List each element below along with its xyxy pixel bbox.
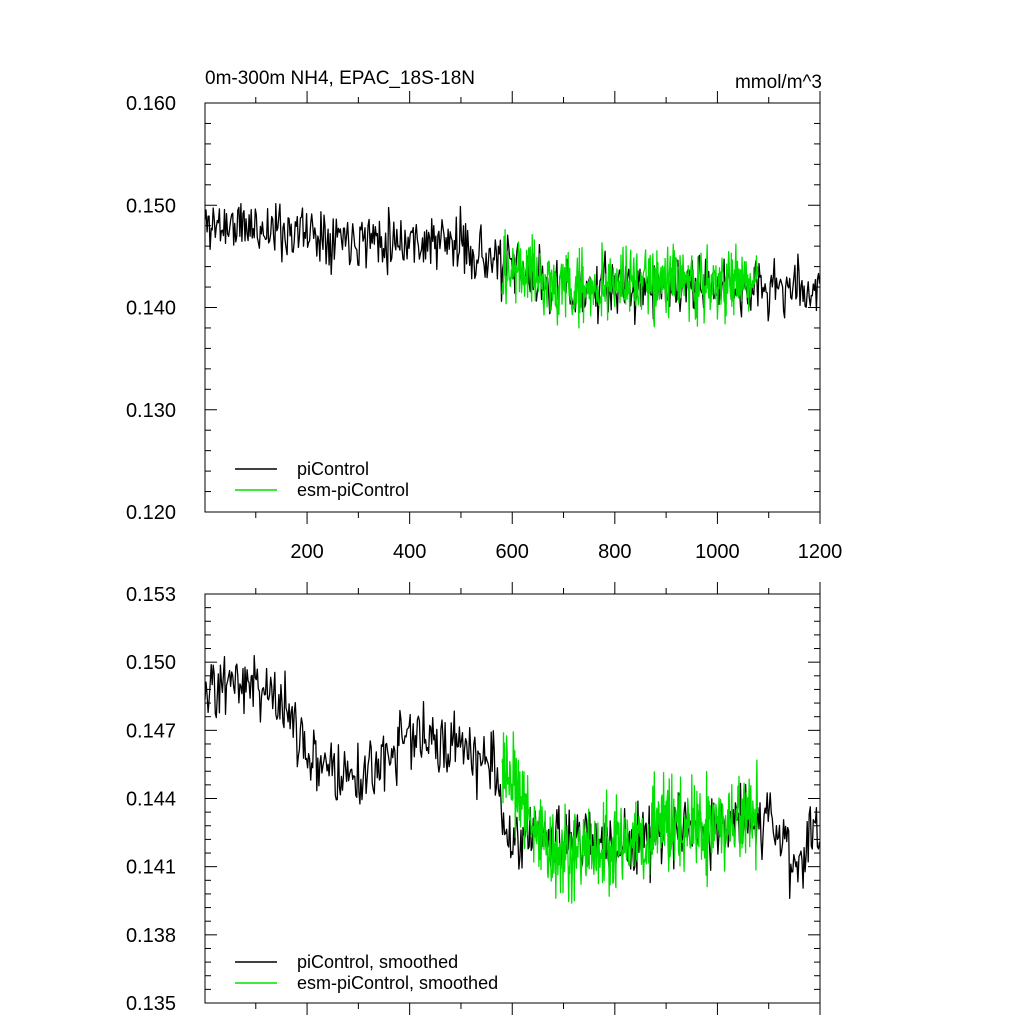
x-tick-label: 1200 [798,541,843,563]
y-tick-label: 0.147 [126,720,176,742]
y-tick-label: 0.120 [126,502,176,524]
top-panel: 0.120 0.130 0.140 0.150 0.160 200 400 600 800 100… [126,91,842,563]
x-tick-label: 400 [393,541,426,563]
y-tick-label: 0.160 [126,93,176,115]
top-panel-series [204,203,821,329]
x-tick-label: 600 [496,541,529,563]
y-tick-label: 0.150 [126,195,176,217]
bottom-panel-legend: piControl, smoothed esm-piControl, smoot… [235,952,498,993]
y-tick-label: 0.144 [126,789,176,811]
legend-label-esm-picontrol: esm-piControl [297,480,409,500]
y-tick-label: 0.141 [126,857,176,879]
bottom-panel-axes: 0.135 0.138 0.141 0.144 0.147 0.150 0.153 [126,582,821,1015]
x-tick-label: 800 [598,541,631,563]
legend-label-picontrol-smoothed: piControl, smoothed [297,952,458,972]
series-line-esm-picontrol-smoothed [501,731,759,904]
bottom-panel-series [204,654,821,904]
y-tick-label: 0.130 [126,400,176,422]
legend-label-picontrol: piControl [297,459,369,479]
x-tick-label: 1000 [695,541,740,563]
units-label: mmol/m^3 [735,72,822,93]
top-panel-legend: piControl esm-piControl [235,459,409,500]
series-line-picontrol-smoothed [204,654,821,900]
y-tick-label: 0.153 [126,584,176,606]
legend-label-esm-picontrol-smoothed: esm-piControl, smoothed [297,973,498,993]
chart-title: 0m-300m NH4, EPAC_18S-18N [205,68,475,89]
series-line-esm-picontrol [501,228,759,329]
top-panel-axes: 0.120 0.130 0.140 0.150 0.160 200 400 600 800 100… [126,91,842,563]
y-tick-label: 0.140 [126,298,176,320]
y-tick-label: 0.150 [126,652,176,674]
bottom-panel: 0.135 0.138 0.141 0.144 0.147 0.150 0.153 piCo… [126,582,821,1015]
y-tick-label: 0.138 [126,925,176,947]
x-tick-label: 200 [290,541,323,563]
y-tick-label: 0.135 [126,993,176,1015]
